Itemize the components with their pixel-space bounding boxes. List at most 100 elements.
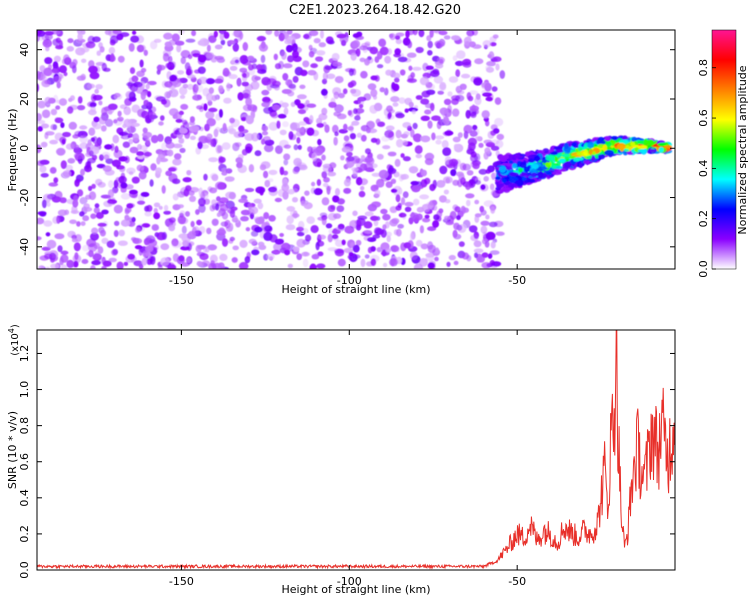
heatmap-speckle (384, 55, 392, 64)
heatmap-speckle (228, 74, 238, 80)
heatmap-speckle (418, 30, 425, 38)
heatmap-speckle (50, 263, 59, 269)
heatmap-speckle (264, 180, 271, 188)
heatmap-speckle (383, 87, 389, 96)
heatmap-speckle (77, 33, 83, 41)
heatmap-speckle (401, 173, 409, 180)
heatmap-speckle (402, 156, 411, 162)
heatmap-speckle (430, 102, 435, 112)
heatmap-speckle (335, 188, 340, 196)
heatmap-signal-mark (497, 184, 503, 189)
snr-y-tick-label: 0.8 (18, 417, 31, 435)
heatmap-speckle (474, 136, 482, 141)
heatmap-speckle (332, 124, 339, 134)
heatmap-speckle (90, 137, 95, 142)
heatmap-speckle (424, 158, 434, 166)
heatmap-speckle (453, 143, 459, 150)
heatmap-speckle (348, 68, 354, 77)
snr-y-tick-label: 0.4 (18, 489, 31, 507)
heatmap-speckle (60, 250, 69, 255)
heatmap-speckle (483, 152, 489, 160)
heatmap-speckle (151, 224, 159, 231)
heatmap-speckle (378, 38, 387, 47)
heatmap-speckle (108, 103, 118, 111)
heatmap-speckle (185, 211, 190, 217)
heatmap-signal-mark (503, 187, 511, 193)
heatmap-speckle (164, 81, 173, 88)
heatmap-speckle (350, 52, 357, 61)
heatmap-speckle (197, 40, 205, 46)
heatmap-speckle (82, 215, 90, 222)
heatmap-speckle (88, 127, 96, 136)
heatmap-speckle (313, 188, 323, 196)
heatmap-speckle (178, 255, 185, 262)
heatmap-speckle (485, 120, 490, 127)
heatmap-speckle (247, 55, 255, 61)
heatmap-speckle (415, 239, 423, 247)
heatmap-speckle (293, 144, 299, 151)
heatmap-speckle (101, 209, 109, 215)
heatmap-speckle (236, 162, 243, 169)
heatmap-y-tick-label: -20 (18, 189, 31, 207)
heatmap-speckle (404, 206, 412, 212)
heatmap-speckle (443, 35, 451, 40)
heatmap-speckle (129, 146, 139, 154)
heatmap-signal-mark (499, 155, 510, 159)
heatmap-speckle (411, 185, 421, 193)
heatmap-speckle (469, 105, 480, 112)
heatmap-speckle (171, 238, 179, 247)
heatmap-speckle (87, 83, 96, 89)
heatmap-signal-mark (504, 166, 513, 170)
heatmap-speckle (490, 145, 500, 151)
heatmap-signal-mark (611, 136, 619, 141)
heatmap-speckle (408, 65, 413, 71)
heatmap-speckle (333, 136, 338, 146)
heatmap-speckle (251, 132, 260, 142)
heatmap-speckle (390, 96, 400, 103)
heatmap-speckle (128, 138, 134, 145)
heatmap-speckle (45, 131, 55, 136)
heatmap-signal-mark (588, 149, 593, 155)
heatmap-speckle (126, 167, 136, 175)
heatmap-speckle (352, 210, 358, 217)
heatmap-speckle (143, 99, 149, 107)
heatmap-speckle (253, 198, 262, 204)
heatmap-speckle (147, 91, 152, 98)
heatmap-speckle (286, 215, 294, 225)
heatmap-speckle (426, 35, 432, 42)
heatmap-speckle (198, 197, 206, 207)
heatmap-speckle (456, 215, 461, 221)
heatmap-speckle (169, 74, 178, 82)
heatmap-speckle (442, 147, 452, 157)
colorbar-tick-label: 0.8 (697, 59, 710, 77)
heatmap-speckle (371, 172, 381, 177)
heatmap-speckle (349, 133, 356, 140)
heatmap-speckle (343, 247, 354, 254)
heatmap-speckle (425, 83, 435, 91)
heatmap-speckle (308, 50, 315, 58)
colorbar: 0.0 0.2 0.4 0.6 0.8 Normalized spectral ampl… (697, 29, 749, 278)
heatmap-speckle (204, 123, 210, 132)
heatmap-speckle (113, 230, 119, 237)
heatmap-speckle (271, 249, 281, 255)
heatmap-speckle (303, 202, 313, 210)
heatmap-speckle (251, 75, 259, 83)
heatmap-speckle (108, 257, 117, 263)
heatmap-speckle (254, 150, 262, 157)
heatmap-y-tick-label: 20 (18, 92, 31, 106)
heatmap-speckle (101, 107, 108, 116)
heatmap-speckle (56, 147, 66, 156)
heatmap-speckle (475, 93, 481, 100)
heatmap-speckle (395, 38, 402, 45)
heatmap-speckle (315, 241, 320, 251)
heatmap-speckle (373, 219, 379, 227)
heatmap-speckle (285, 79, 293, 86)
heatmap-speckle (316, 122, 324, 128)
heatmap-speckle (177, 215, 186, 225)
heatmap-speckle (55, 105, 61, 110)
heatmap-speckle (468, 225, 478, 233)
heatmap-speckle (44, 33, 53, 41)
heatmap-signal-mark (501, 178, 507, 183)
heatmap-speckle (53, 55, 62, 63)
heatmap-speckle (434, 40, 445, 48)
